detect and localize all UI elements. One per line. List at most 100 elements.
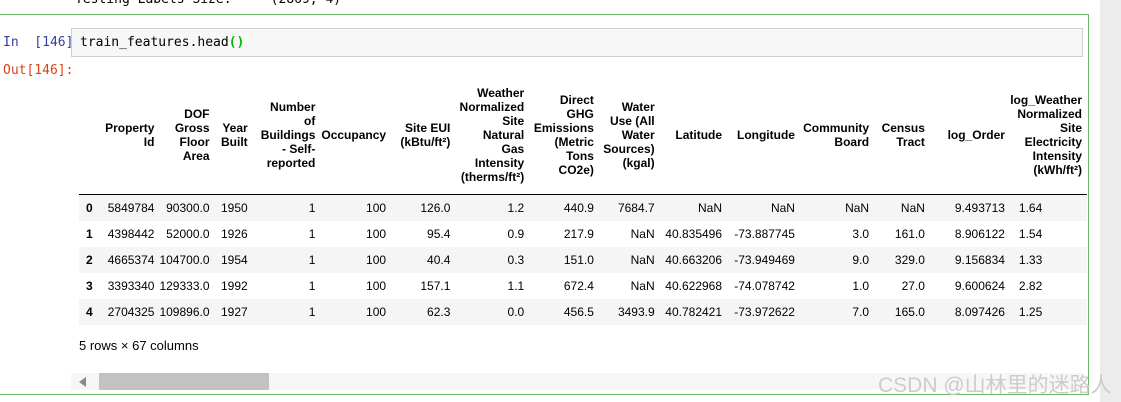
table-cell: 1.33 — [1018, 253, 1043, 267]
column-header: Longitude — [727, 76, 800, 195]
input-prompt: In [146]: — [3, 35, 82, 50]
table-cell: 100 — [366, 253, 387, 267]
table-cell: 62.3 — [427, 305, 451, 319]
table-cell: 95.4 — [427, 227, 451, 241]
previous-cell-output: Testing Labels Size: (2869, 4) — [75, 0, 341, 7]
table-cell: 1 — [308, 279, 316, 293]
table-cell: 100 — [366, 305, 387, 319]
table-cell: 0.0 — [507, 305, 525, 319]
table-cell: 1 — [308, 305, 316, 319]
table-row: 2 4665374 104700.0 1954 1 100 40.4 0.3 151.0 NaN 4… — [79, 247, 1087, 273]
table-cell: 3493.9 — [617, 305, 655, 319]
table-cell: 1927 — [220, 305, 248, 319]
index-column-header — [79, 76, 98, 195]
row-index: 1 — [86, 227, 93, 241]
table-cell: 2.82 — [1018, 279, 1043, 293]
table-row: 4 2704325 109896.0 1927 1 100 62.3 0.0 456.5 3493… — [79, 299, 1087, 325]
table-cell: 104700.0 — [159, 253, 210, 267]
table-row: 0 5849784 90300.0 1950 1 100 126.0 1.2 440.9 7684… — [79, 194, 1087, 221]
table-row: 1 4398442 52000.0 1926 1 100 95.4 0.9 217.9 NaN 40… — [79, 221, 1087, 247]
table-cell: 165.0 — [894, 305, 925, 319]
table-cell: 2704325 — [107, 305, 155, 319]
table-cell: 157.1 — [420, 279, 451, 293]
table-cell: 1992 — [220, 279, 248, 293]
column-header: Community Board — [799, 76, 875, 195]
column-header: Census Tract — [874, 76, 930, 195]
table-cell: 217.9 — [563, 227, 594, 241]
table-cell: 329.0 — [894, 253, 925, 267]
watermark: CSDN @山林里的迷路人 — [878, 374, 1112, 397]
column-header: DOF Gross Floor Area — [159, 76, 215, 195]
code-parens: () — [228, 35, 245, 50]
table-cell: 0.9 — [507, 227, 525, 241]
row-index: 2 — [86, 253, 93, 267]
table-cell: NaN — [630, 227, 655, 241]
table-cell: NaN — [770, 201, 795, 215]
output-area: Property Id DOF Gross Floor Area Year Buil… — [79, 76, 1087, 353]
table-cell: 4398442 — [107, 227, 155, 241]
row-index: 0 — [86, 201, 93, 215]
row-index: 3 — [86, 279, 93, 293]
table-row: 3 3393340 129333.0 1992 1 100 157.1 1.1 672.4 NaN… — [79, 273, 1087, 299]
notebook-cell: In [146]: train_features.head() Out[146]… — [0, 14, 1089, 395]
code-text: train_features.head — [80, 35, 229, 50]
column-header: log_Weather Normalized Site Electricity … — [1009, 76, 1087, 195]
table-cell: NaN — [900, 201, 925, 215]
table-cell: -73.972622 — [734, 305, 795, 319]
table-cell: 3393340 — [107, 279, 155, 293]
table-cell: 1.2 — [507, 201, 525, 215]
table-cell: 40.622968 — [665, 279, 723, 293]
table-cell: 151.0 — [563, 253, 594, 267]
table-cell: 129333.0 — [159, 279, 210, 293]
table-cell: 90300.0 — [166, 201, 210, 215]
column-header: Occupancy — [320, 76, 392, 195]
table-cell: -73.949469 — [734, 253, 795, 267]
table-cell: 5849784 — [107, 201, 155, 215]
table-cell: 1926 — [220, 227, 248, 241]
table-cell: 1 — [308, 201, 316, 215]
column-header: Direct GHG Emissions (Metric Tons CO2e) — [529, 76, 599, 195]
table-cell: 100 — [366, 227, 387, 241]
left-arrow-icon — [78, 376, 86, 387]
table-cell: 1.0 — [852, 279, 870, 293]
horizontal-scrollbar[interactable] — [71, 373, 1082, 390]
table-cell: 672.4 — [563, 279, 594, 293]
table-cell: 40.782421 — [665, 305, 723, 319]
page-gutter — [1100, 0, 1121, 402]
column-header: Weather Normalized Site Natural Gas Inte… — [455, 76, 530, 195]
table-cell: NaN — [630, 279, 655, 293]
table-cell: 40.663206 — [665, 253, 723, 267]
table-cell: 1.25 — [1018, 305, 1043, 319]
table-cell: 1 — [308, 253, 316, 267]
column-header: Water Use (All Water Sources) (kgal) — [598, 76, 660, 195]
table-cell: 3.0 — [852, 227, 870, 241]
table-cell: 8.906122 — [954, 227, 1005, 241]
table-cell: NaN — [630, 253, 655, 267]
column-header: Site EUI (kBtu/ft²) — [391, 76, 456, 195]
table-cell: 0.3 — [507, 253, 525, 267]
table-cell: 1.64 — [1018, 201, 1043, 215]
table-cell: 1.54 — [1018, 227, 1043, 241]
table-cell: 7684.7 — [617, 201, 655, 215]
row-index: 4 — [86, 305, 93, 319]
table-cell: 9.600624 — [954, 279, 1005, 293]
table-cell: 9.493713 — [954, 201, 1005, 215]
table-cell: 9.156834 — [954, 253, 1005, 267]
table-cell: 1950 — [220, 201, 248, 215]
table-cell: NaN — [845, 201, 870, 215]
column-header: Property Id — [97, 76, 160, 195]
table-cell: 100 — [366, 201, 387, 215]
code-input[interactable]: train_features.head() — [71, 28, 1083, 57]
scroll-left-button[interactable] — [74, 373, 90, 390]
table-cell: NaN — [698, 201, 723, 215]
table-cell: 40.835496 — [665, 227, 723, 241]
column-header: log_Order — [929, 76, 1010, 195]
table-cell: 1 — [308, 227, 316, 241]
table-cell: 4665374 — [107, 253, 155, 267]
table-cell: -74.078742 — [734, 279, 795, 293]
table-cell: 52000.0 — [166, 227, 210, 241]
table-cell: 7.0 — [852, 305, 870, 319]
table-cell: 27.0 — [901, 279, 925, 293]
scrollbar-thumb[interactable] — [99, 373, 269, 390]
table-cell: 456.5 — [563, 305, 594, 319]
